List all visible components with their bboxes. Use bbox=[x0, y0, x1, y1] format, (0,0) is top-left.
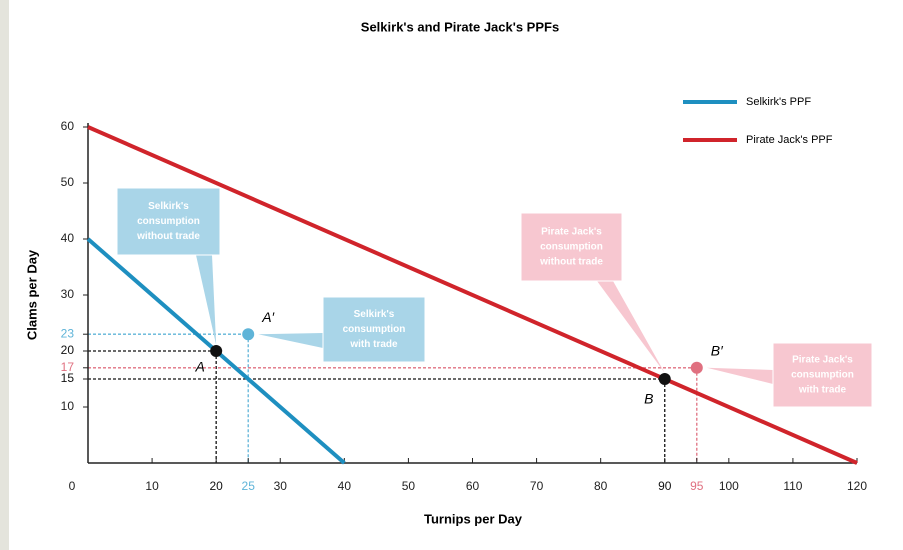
callout-text: without trade bbox=[136, 231, 200, 242]
callout-box bbox=[772, 342, 873, 408]
x-tick-label: 80 bbox=[594, 479, 608, 493]
legend-label: Pirate Jack's PPF bbox=[746, 134, 833, 146]
x-tick-label: 60 bbox=[466, 479, 480, 493]
callout-text: with trade bbox=[798, 385, 847, 396]
x-tick-label: 0 bbox=[69, 479, 76, 493]
callout-box bbox=[520, 212, 623, 282]
callout-text: without trade bbox=[539, 257, 603, 268]
callout-text: Pirate Jack's bbox=[541, 227, 602, 238]
y-tick-label: 15 bbox=[61, 371, 75, 385]
point bbox=[242, 328, 255, 341]
callout-text: Selkirk's bbox=[148, 201, 189, 212]
callout-text: Pirate Jack's bbox=[792, 355, 853, 366]
callout-text: Selkirk's bbox=[354, 309, 395, 320]
x-tick-label: 30 bbox=[274, 479, 288, 493]
callout-text: with trade bbox=[349, 339, 398, 350]
x-axis-label: Turnips per Day bbox=[424, 511, 523, 526]
y-tick-label: 40 bbox=[61, 231, 75, 245]
callout-box bbox=[322, 296, 426, 363]
point-label: B′ bbox=[711, 343, 724, 359]
x-tick-label: 120 bbox=[847, 479, 867, 493]
y-tick-label: 60 bbox=[61, 119, 75, 133]
callout-text: consumption bbox=[791, 370, 854, 381]
callout-text: consumption bbox=[137, 216, 200, 227]
y-tick-label: 30 bbox=[61, 287, 75, 301]
x-tick-label: 95 bbox=[690, 479, 704, 493]
left-border bbox=[0, 0, 9, 550]
x-tick-label: 50 bbox=[402, 479, 416, 493]
callout-box bbox=[116, 187, 221, 256]
x-tick-label: 110 bbox=[783, 479, 802, 493]
x-tick-label: 10 bbox=[145, 479, 159, 493]
x-tick-label: 20 bbox=[209, 479, 223, 493]
y-tick-label: 50 bbox=[61, 175, 75, 189]
chart-title: Selkirk's and Pirate Jack's PPFs bbox=[361, 19, 559, 34]
point bbox=[210, 345, 223, 357]
x-tick-label: 70 bbox=[530, 479, 544, 493]
y-tick-label: 17 bbox=[61, 360, 75, 374]
point bbox=[658, 373, 671, 385]
x-tick-label: 90 bbox=[658, 479, 672, 493]
point-label: A′ bbox=[261, 309, 275, 325]
y-axis-label: Clams per Day bbox=[24, 249, 39, 340]
callout-pointer bbox=[706, 367, 773, 384]
callout-pointer bbox=[258, 333, 323, 348]
point bbox=[690, 361, 703, 374]
callout-pointer bbox=[597, 281, 665, 373]
point-label: A bbox=[194, 359, 204, 375]
x-tick-label: 25 bbox=[242, 479, 256, 493]
callout-pointer bbox=[196, 255, 217, 345]
y-tick-label: 20 bbox=[61, 343, 75, 357]
y-tick-label: 23 bbox=[61, 326, 75, 340]
point-label: B bbox=[644, 391, 653, 407]
callout-text: consumption bbox=[540, 242, 603, 253]
x-tick-label: 40 bbox=[338, 479, 352, 493]
callout-text: consumption bbox=[343, 324, 406, 335]
x-tick-label: 100 bbox=[719, 479, 739, 493]
y-tick-label: 10 bbox=[61, 399, 75, 413]
ppf-line bbox=[87, 125, 858, 465]
legend-label: Selkirk's PPF bbox=[746, 96, 811, 108]
